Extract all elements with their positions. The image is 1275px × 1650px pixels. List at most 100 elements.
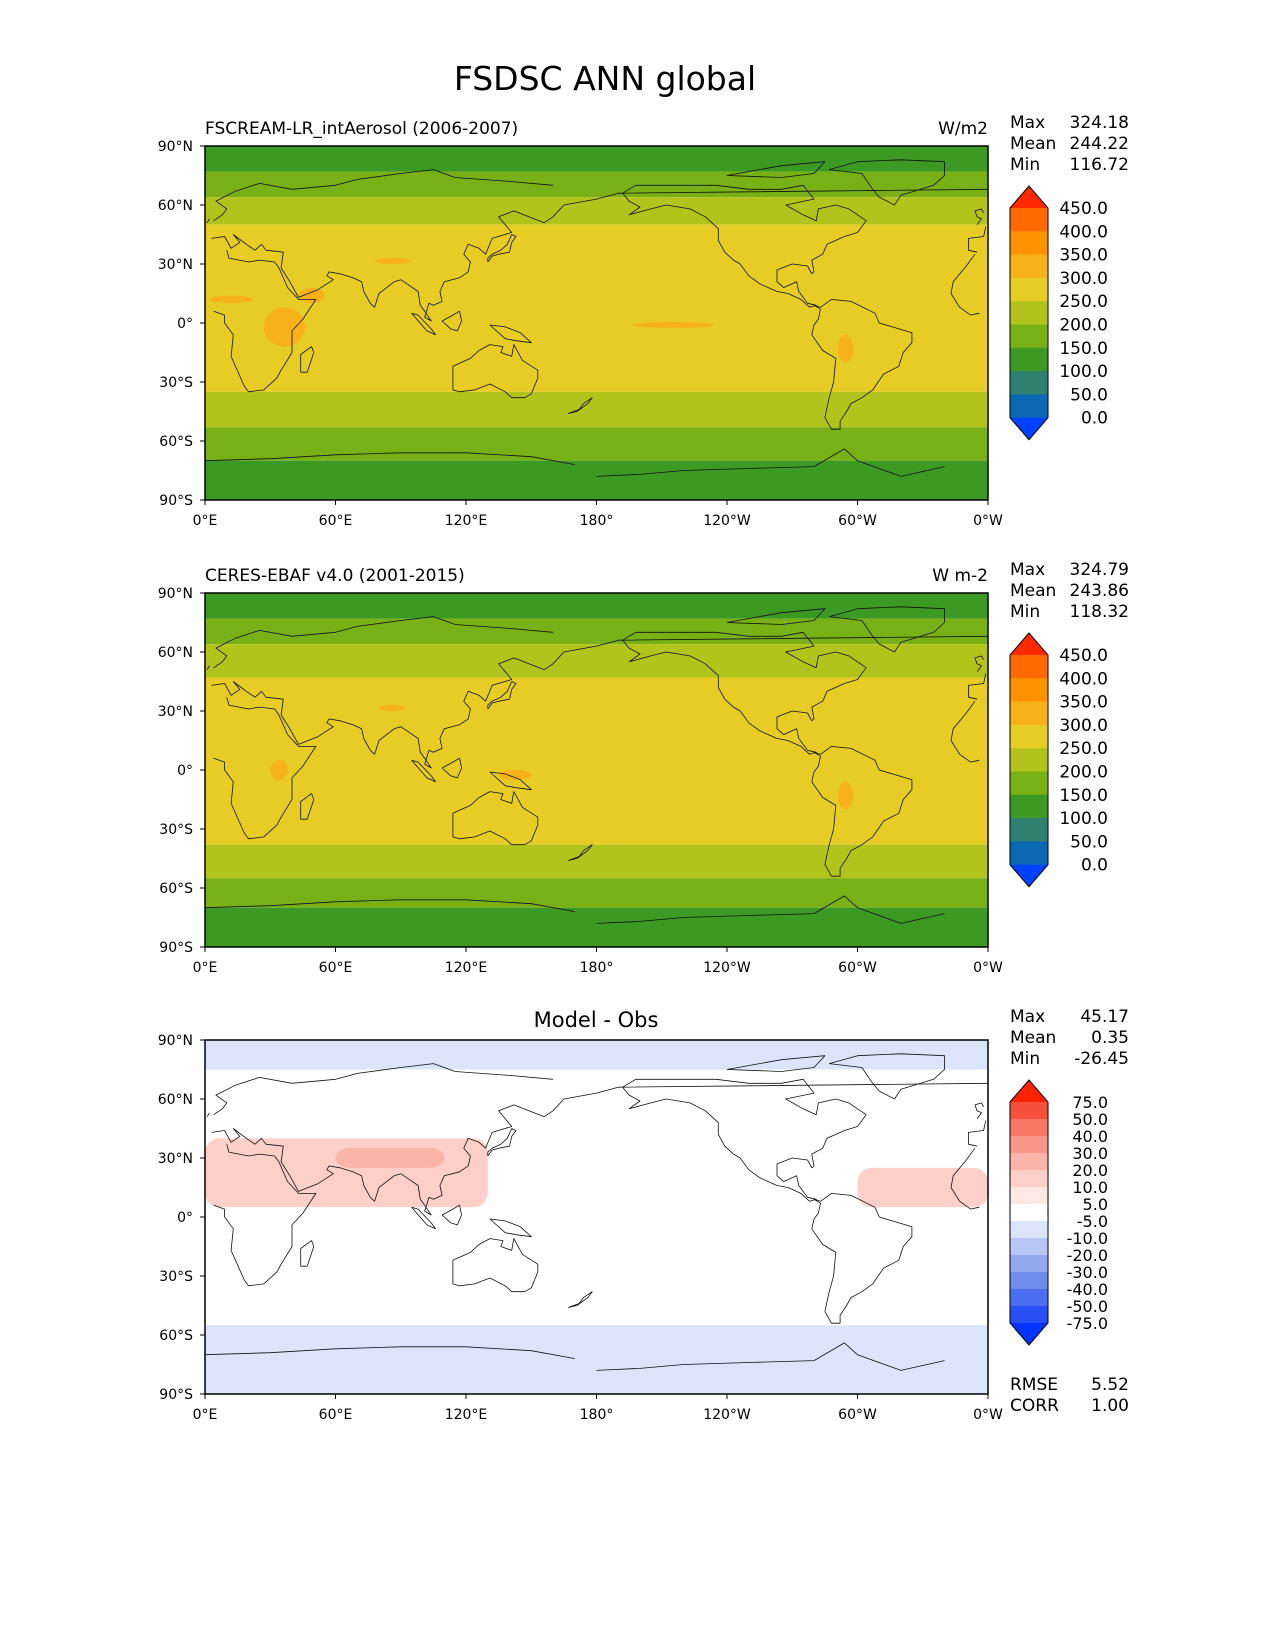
zonal-band bbox=[205, 460, 988, 500]
coastline-north-america bbox=[622, 184, 867, 308]
coastline-australia bbox=[452, 791, 539, 846]
panel-units: W/m2 bbox=[938, 119, 988, 139]
colorbar-segment bbox=[1010, 701, 1048, 726]
stat-label: Max bbox=[1010, 113, 1045, 133]
colorbar-extend-min bbox=[1010, 1323, 1048, 1345]
y-tick-label: 90°N bbox=[158, 139, 193, 155]
stat-label: RMSE bbox=[1010, 1375, 1058, 1395]
coastlines bbox=[205, 159, 988, 477]
zonal-band bbox=[205, 146, 988, 172]
colorbar-segment bbox=[1010, 1221, 1048, 1239]
colorbar-tick-label: 10.0 bbox=[1072, 1178, 1108, 1197]
stat-value: 116.72 bbox=[1070, 155, 1129, 175]
panel-center-title: Model - Obs bbox=[534, 1008, 659, 1032]
zonal-band bbox=[205, 677, 988, 845]
x-tick-label: 180° bbox=[580, 513, 614, 529]
diff-field-map bbox=[205, 1040, 988, 1394]
colorbar-extend-max bbox=[1010, 1080, 1048, 1102]
x-tick-label: 60°W bbox=[838, 960, 877, 976]
y-tick-label: 0° bbox=[177, 763, 193, 779]
colorbar-tick-label: 300.0 bbox=[1059, 269, 1108, 289]
x-tick-label: 120°E bbox=[445, 513, 488, 529]
y-tick-label: 90°S bbox=[159, 940, 193, 956]
model-field-map bbox=[205, 146, 988, 500]
hotspot-tibet bbox=[374, 258, 412, 265]
stat-label: Min bbox=[1010, 155, 1040, 175]
diff-region-tibet-nw-india bbox=[335, 1148, 445, 1168]
colorbar-tick-label: -50.0 bbox=[1067, 1297, 1108, 1316]
y-tick-label: 0° bbox=[177, 1210, 193, 1226]
coastline-south-america bbox=[811, 1193, 913, 1324]
stat-label: Mean bbox=[1010, 1028, 1056, 1048]
coastline-africa bbox=[213, 1144, 980, 1287]
x-tick-label: 0°W bbox=[973, 1407, 1003, 1423]
colorbar: 450.0 400.0 350.0 300.0 250.0 200.0 150.0 100.0… bbox=[1009, 632, 1108, 888]
y-tick-label: 90°S bbox=[159, 1387, 193, 1403]
colorbar-tick-label: 0.0 bbox=[1081, 856, 1108, 876]
colorbar-segment bbox=[1010, 655, 1048, 679]
colorbar-segment bbox=[1010, 1119, 1048, 1137]
x-tick-label: 120°W bbox=[703, 1407, 751, 1423]
zonal-band bbox=[205, 644, 988, 678]
y-tick-label: 30°S bbox=[159, 375, 193, 391]
x-tick-label: 0°E bbox=[193, 513, 218, 529]
x-tick-label: 120°E bbox=[445, 1407, 488, 1423]
colorbar-extend-min bbox=[1010, 864, 1048, 887]
zonal-band bbox=[205, 907, 988, 947]
y-tick-label: 60°S bbox=[159, 434, 193, 450]
colorbar-segment bbox=[1010, 324, 1048, 349]
stat-value: 118.32 bbox=[1070, 602, 1129, 622]
stat-label: Min bbox=[1010, 602, 1040, 622]
colorbar-tick-label: 200.0 bbox=[1059, 763, 1108, 783]
colorbar-segment bbox=[1010, 794, 1048, 819]
colorbar-tick-label: 50.0 bbox=[1070, 832, 1108, 852]
hotspot-tibet bbox=[379, 705, 406, 712]
stat-value: 244.22 bbox=[1070, 134, 1129, 154]
panel-left-title: FSCREAM-LR_intAerosol (2006-2007) bbox=[205, 119, 518, 139]
colorbar-segment bbox=[1010, 1136, 1048, 1154]
colorbar-tick-label: 350.0 bbox=[1059, 246, 1108, 266]
y-tick-label: 60°S bbox=[159, 881, 193, 897]
stat-value: 1.00 bbox=[1091, 1396, 1129, 1416]
coastline-australia bbox=[452, 1238, 539, 1293]
coastline-uk bbox=[206, 208, 984, 225]
zonal-band bbox=[205, 224, 988, 392]
coastline-sumatra bbox=[411, 759, 436, 783]
colorbar-tick-label: 20.0 bbox=[1072, 1161, 1108, 1180]
colorbar-segment bbox=[1010, 347, 1048, 372]
colorbar-segment bbox=[1010, 1170, 1048, 1188]
coastline-africa bbox=[213, 697, 980, 840]
coastline-borneo bbox=[441, 310, 462, 332]
stat-label: Max bbox=[1010, 1007, 1045, 1027]
colorbar-tick-label: 200.0 bbox=[1059, 316, 1108, 336]
x-tick-label: 60°E bbox=[319, 960, 353, 976]
colorbar-tick-label: -5.0 bbox=[1077, 1212, 1108, 1231]
colorbar-outline bbox=[1009, 632, 1049, 888]
coastline-madagascar bbox=[300, 346, 315, 373]
stat-label: Min bbox=[1010, 1049, 1040, 1069]
coastline-new-zealand bbox=[568, 844, 593, 861]
colorbar-segment bbox=[1010, 771, 1048, 796]
y-tick-label: 30°S bbox=[159, 1269, 193, 1285]
y-tick-label: 30°N bbox=[158, 1151, 193, 1167]
colorbar-extend-max bbox=[1010, 633, 1048, 655]
y-tick-label: 0° bbox=[177, 316, 193, 332]
stats-block: Max 324.18 Mean 244.22 Min 116.72 bbox=[1010, 113, 1129, 175]
coastline-greenland bbox=[829, 606, 945, 653]
hotspot-east-africa bbox=[270, 760, 288, 780]
y-tick-label: 30°N bbox=[158, 704, 193, 720]
colorbar-segment bbox=[1010, 1153, 1048, 1171]
coastline-south-america bbox=[811, 299, 913, 430]
coastline-new-guinea bbox=[489, 1218, 532, 1238]
stat-value: 324.79 bbox=[1070, 560, 1129, 580]
coastline-south-america bbox=[811, 746, 913, 877]
colorbar-segment bbox=[1010, 371, 1048, 395]
x-tick-label: 60°W bbox=[838, 1407, 877, 1423]
coastline-new-zealand bbox=[568, 1291, 593, 1308]
colorbar-tick-label: 100.0 bbox=[1059, 809, 1108, 829]
colorbar-segment bbox=[1010, 231, 1048, 256]
stat-label: CORR bbox=[1010, 1396, 1059, 1416]
coastline-borneo bbox=[441, 757, 462, 779]
diff-region-arctic bbox=[205, 1040, 988, 1070]
colorbar-tick-label: 100.0 bbox=[1059, 362, 1108, 382]
